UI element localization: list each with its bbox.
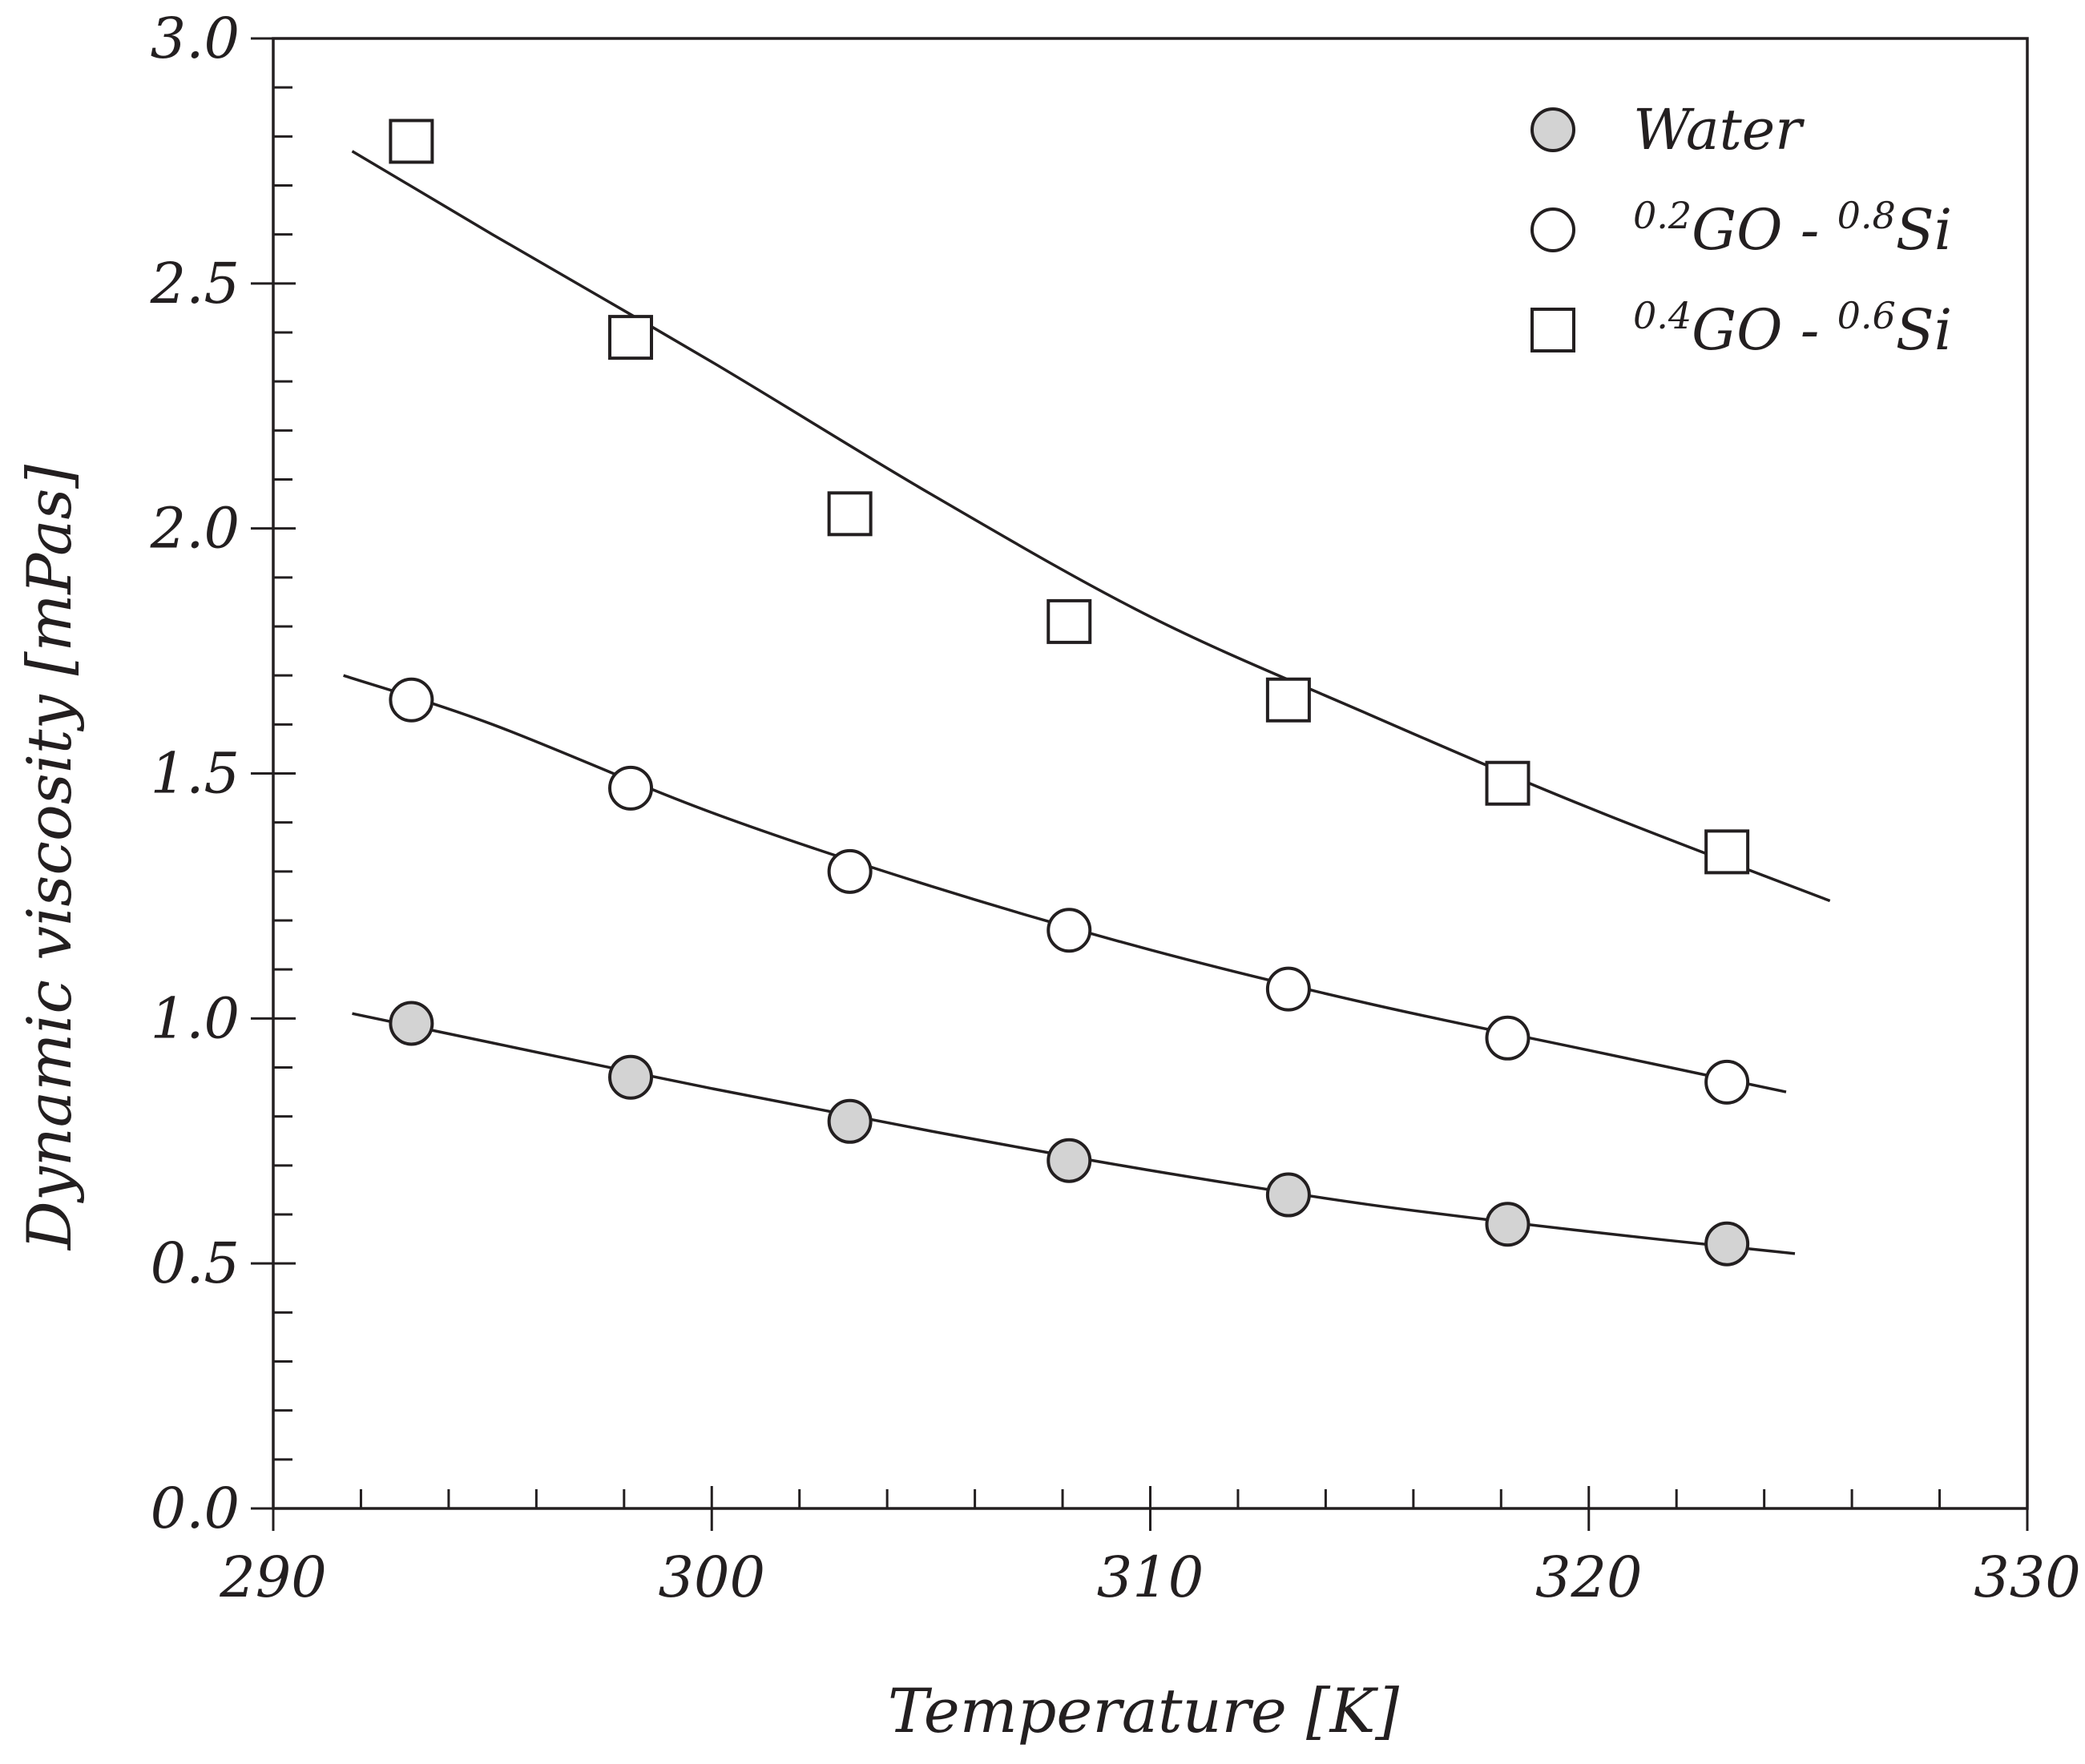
fit-curve-0-2go-0-8si	[343, 674, 1787, 1093]
data-point-water	[389, 1001, 434, 1046]
legend-label-0-2go-0-8si: 0.2GO - 0.8Si	[1633, 194, 1952, 263]
fit-curve-0-4go-0-6si	[351, 150, 1831, 903]
data-point-0-2go-0-8si	[1265, 966, 1311, 1012]
data-point-0-2go-0-8si	[1047, 908, 1092, 953]
data-point-0-4go-0-6si	[389, 119, 434, 164]
data-point-0-2go-0-8si	[389, 677, 434, 723]
data-point-0-4go-0-6si	[1704, 829, 1750, 875]
y-tick-label: 1.0	[151, 985, 240, 1051]
x-tick-label: 330	[1974, 1545, 2081, 1610]
legend: Water 0.2GO - 0.8Si 0.4GO - 0.6Si	[1530, 97, 1952, 363]
x-tick-label: 300	[658, 1545, 765, 1610]
legend-marker-0-4go-0-6si	[1530, 308, 1575, 352]
x-tick-label: 290	[219, 1545, 327, 1610]
data-point-0-4go-0-6si	[1047, 598, 1092, 644]
y-tick-label: 0.5	[151, 1230, 240, 1296]
y-tick-label: 2.0	[150, 496, 240, 562]
data-point-water	[827, 1098, 873, 1144]
data-point-0-2go-0-8si	[608, 765, 654, 811]
legend-label-0-4go-0-6si: 0.4GO - 0.6Si	[1633, 294, 1952, 363]
legend-label-water: Water	[1633, 97, 1805, 163]
x-tick-label: 310	[1097, 1545, 1204, 1610]
x-tick-label: 320	[1535, 1545, 1643, 1610]
y-tick-label: 0.0	[151, 1476, 240, 1541]
data-point-0-2go-0-8si	[1704, 1059, 1750, 1105]
y-axis-title: Dynamic viscosity [mPas]	[14, 465, 85, 1251]
y-tick-label: 2.5	[150, 251, 240, 316]
y-tick-label: 3.0	[151, 6, 240, 71]
data-point-0-2go-0-8si	[827, 848, 873, 894]
data-point-water	[608, 1054, 654, 1100]
data-point-0-2go-0-8si	[1485, 1015, 1530, 1061]
ticks: 0.0 0.5 1.0 1.5 2.0 2.5 3.0 290 300 310 320 330	[150, 6, 2081, 1610]
data-point-water	[1265, 1172, 1311, 1218]
legend-marker-0-2go-0-8si	[1530, 207, 1575, 252]
data-point-water	[1485, 1202, 1530, 1247]
data-point-0-4go-0-6si	[827, 491, 873, 537]
data-markers	[389, 119, 1750, 1267]
data-point-0-4go-0-6si	[608, 315, 654, 360]
data-point-water	[1047, 1138, 1092, 1183]
data-point-0-4go-0-6si	[1265, 677, 1311, 723]
legend-marker-water	[1530, 107, 1575, 152]
x-axis-title: Temperature [K]	[888, 1675, 1399, 1746]
data-point-water	[1704, 1221, 1750, 1267]
y-tick-label: 1.5	[151, 741, 240, 807]
fit-curves	[343, 150, 1831, 1255]
data-point-0-4go-0-6si	[1485, 760, 1530, 806]
